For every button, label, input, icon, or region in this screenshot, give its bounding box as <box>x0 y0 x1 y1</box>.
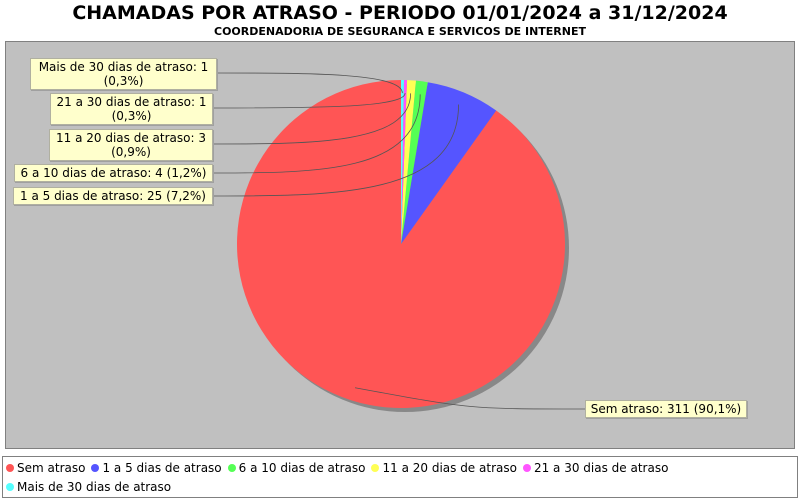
pie-slice-1 <box>236 80 566 409</box>
legend-label: 6 a 10 dias de atraso <box>238 461 366 475</box>
legend-label: Sem atraso <box>17 461 86 475</box>
slice-label-1: Sem atraso: 311 (90,1%) <box>585 400 747 418</box>
plot-area: Sem atraso: 311 (90,1%) 1 a 5 dias de atr… <box>5 41 795 449</box>
legend-label: 21 a 30 dias de atraso <box>533 461 669 475</box>
label-connector-1 <box>354 387 586 410</box>
legend-swatch <box>522 464 531 472</box>
pie-slice-2 <box>401 82 497 244</box>
legend-swatch <box>227 464 236 472</box>
legend: Sem atraso 1 a 5 dias de atraso 6 a 10 dia… <box>2 456 798 498</box>
legend-item-5: 21 a 30 dias de atraso <box>522 459 669 478</box>
slice-label-5: 21 a 30 dias de atraso: 1 (0,3%) <box>50 93 213 125</box>
pie-slice-5 <box>401 80 407 245</box>
label-connector-4 <box>212 93 412 145</box>
chart-title: CHAMADAS POR ATRASO - PERIODO 01/01/2024… <box>72 2 728 24</box>
legend-swatch <box>371 464 380 472</box>
pie-slice-3 <box>401 80 428 244</box>
legend-item-6: Mais de 30 dias de atraso <box>6 478 171 497</box>
slice-label-3: 6 a 10 dias de atraso: 4 (1,2%) <box>14 164 213 182</box>
pie-slice-4 <box>401 80 416 244</box>
legend-swatch <box>6 464 14 472</box>
legend-swatch <box>6 483 14 491</box>
legend-label: 11 a 20 dias de atraso <box>382 461 517 475</box>
legend-item-1: Sem atraso <box>6 459 85 478</box>
legend-label: 1 a 5 dias de atraso <box>102 461 222 475</box>
slice-label-4: 11 a 20 dias de atraso: 3 (0,9%) <box>49 129 213 161</box>
pie-chart <box>212 72 586 412</box>
label-connector-3 <box>212 94 421 174</box>
legend-label: Mais de 30 dias de atraso <box>17 480 172 494</box>
label-connector-2 <box>212 104 459 197</box>
label-connector-6 <box>216 72 403 94</box>
slice-label-2: 1 a 5 dias de atraso: 25 (7,2%) <box>13 187 213 205</box>
legend-swatch <box>91 464 100 472</box>
legend-item-2: 1 a 5 dias de atraso <box>91 459 222 478</box>
chart-subtitle: COORDENADORIA DE SEGURANCA E SERVICOS DE… <box>214 25 586 38</box>
slice-label-6: Mais de 30 dias de atraso: 1 (0,3%) <box>30 58 217 90</box>
legend-item-4: 11 a 20 dias de atraso <box>371 459 517 478</box>
legend-item-3: 6 a 10 dias de atraso <box>227 459 366 478</box>
label-connector-5 <box>212 93 406 109</box>
pie-slice-6 <box>401 80 404 244</box>
